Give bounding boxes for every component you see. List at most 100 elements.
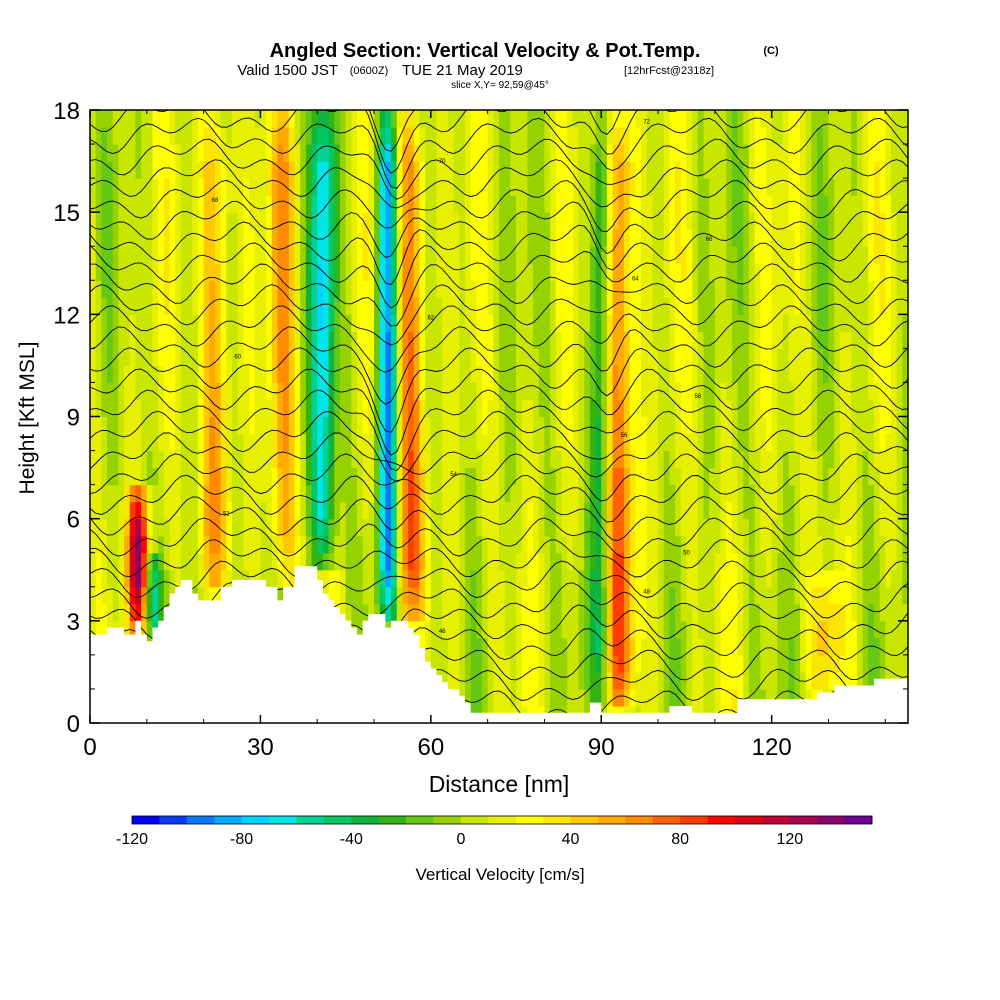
velocity-cell [561,144,568,162]
velocity-cell [124,195,131,213]
velocity-cell [311,314,318,332]
velocity-cell [709,195,716,213]
velocity-cell [95,399,102,418]
velocity-cell [663,552,671,571]
velocity-cell [271,501,279,520]
velocity-cell [675,586,682,605]
velocity-cell [356,127,364,145]
velocity-cell [771,467,778,486]
velocity-cell [385,280,392,298]
velocity-cell [692,688,699,707]
velocity-cell [459,552,466,571]
velocity-cell [203,212,210,230]
velocity-cell [118,314,125,332]
velocity-cell [470,195,477,213]
velocity-cell [203,110,210,128]
velocity-cell [436,620,443,639]
velocity-cell [675,229,682,247]
velocity-cell [754,280,761,298]
velocity-cell [163,348,171,367]
velocity-cell [851,178,858,196]
velocity-cell [680,518,688,537]
velocity-cell [527,331,534,349]
velocity-cell [800,246,807,264]
velocity-cell [641,280,648,298]
velocity-cell [481,467,489,486]
velocity-cell [345,501,352,520]
velocity-cell [214,263,222,281]
velocity-cell [402,365,409,384]
velocity-cell [675,433,682,452]
velocity-cell [345,467,352,486]
velocity-cell [107,161,114,179]
velocity-cell [493,450,500,469]
velocity-cell [453,161,460,179]
velocity-cell [544,382,551,401]
velocity-cell [692,620,699,639]
velocity-cell [618,620,625,639]
velocity-cell [862,314,869,332]
velocity-cell [527,399,534,418]
velocity-cell [425,127,432,145]
velocity-cell [453,110,460,128]
velocity-cell [663,501,671,520]
velocity-cell [743,688,750,707]
velocity-cell [180,110,188,128]
velocity-cell [396,110,404,128]
velocity-cell [516,569,523,588]
velocity-cell [731,433,739,452]
velocity-cell [572,178,580,196]
velocity-cell [743,433,750,452]
velocity-cell [606,297,614,315]
velocity-cell [175,144,182,162]
velocity-cell [146,620,154,639]
velocity-cell [362,297,369,315]
velocity-cell [754,314,761,332]
velocity-cell [322,178,330,196]
velocity-cell [169,552,176,571]
velocity-cell [584,433,591,452]
velocity-cell [442,229,449,247]
velocity-cell [141,586,148,605]
velocity-cell [180,246,188,264]
velocity-cell [765,127,773,145]
velocity-cell [748,144,756,162]
velocity-cell [748,348,756,367]
velocity-cell [107,467,114,486]
velocity-cell [334,569,341,588]
velocity-cell [146,178,154,196]
velocity-cell [697,229,705,247]
velocity-cell [783,263,790,281]
velocity-cell [345,603,352,622]
velocity-cell [726,518,733,537]
velocity-cell [453,552,460,571]
velocity-cell [476,671,483,690]
velocity-cell [186,535,193,554]
velocity-cell [731,280,739,298]
velocity-cell [856,501,864,520]
velocity-cell [606,552,614,571]
velocity-cell [612,535,619,554]
velocity-cell [839,161,847,179]
velocity-cell [714,416,722,435]
velocity-cell [464,365,472,384]
velocity-cell [709,586,716,605]
velocity-cell [413,212,421,230]
velocity-cell [851,433,858,452]
velocity-cell [203,297,210,315]
velocity-cell [805,127,813,145]
velocity-cell [334,331,341,349]
velocity-cell [680,603,688,622]
velocity-cell [748,467,756,486]
velocity-cell [175,552,182,571]
velocity-cell [555,212,563,230]
velocity-cell [339,331,347,349]
velocity-cell [158,399,165,418]
velocity-cell [765,178,773,196]
velocity-cell [135,144,142,162]
velocity-cell [714,450,722,469]
velocity-cell [601,467,608,486]
velocity-cell [283,297,290,315]
velocity-cell [629,416,636,435]
velocity-cell [754,450,761,469]
